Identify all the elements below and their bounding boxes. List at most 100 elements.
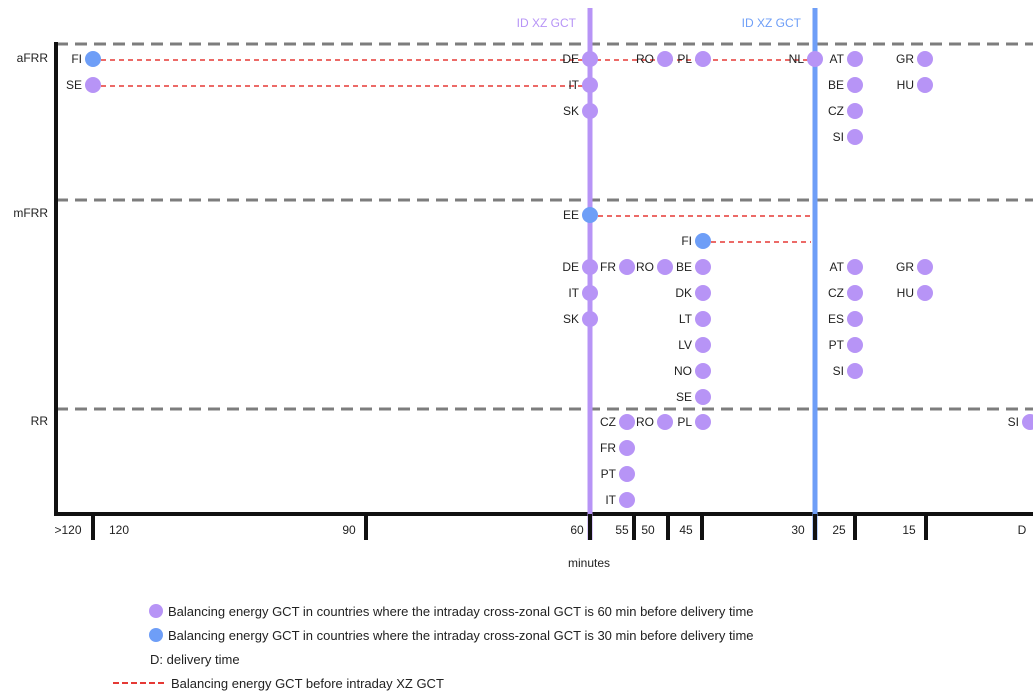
point-mfrr-be-label: BE (676, 260, 692, 274)
point-mfrr-es-label: ES (828, 312, 844, 326)
country-points: FI SE DE IT SK RO PL NL AT BE CZ SI GR HU EE FI DE IT SK FR… (66, 51, 1033, 508)
legend-label-gct30: Balancing energy GCT in countries where … (168, 627, 754, 643)
point-rr-ro-label: RO (636, 415, 654, 429)
point-rr-pl-label: PL (677, 415, 692, 429)
point-mfrr-es-dot (847, 311, 863, 327)
gct-chart: ID XZ GCT ID XZ GCT FI SE DE IT SK RO PL NL AT BE C… (13, 8, 1033, 570)
point-rr-it-label: IT (605, 493, 616, 507)
point-mfrr-cz-label: CZ (828, 286, 844, 300)
legend-label-delivery: D: delivery time (150, 651, 240, 667)
point-mfrr-de-dot (582, 259, 598, 275)
x-tick-label-60: 60 (570, 523, 584, 537)
point-afrr-be-dot (847, 77, 863, 93)
legend-label-gct60: Balancing energy GCT in countries where … (168, 603, 754, 619)
red-dashed-line-icon (113, 682, 164, 684)
point-afrr-de-label: DE (562, 52, 579, 66)
x-tick-label-30: 30 (791, 523, 805, 537)
point-afrr-gr-dot (917, 51, 933, 67)
point-afrr-pl-dot (695, 51, 711, 67)
point-mfrr-lt-label: LT (679, 312, 693, 326)
point-mfrr-lt-dot (695, 311, 711, 327)
point-mfrr-si-dot (847, 363, 863, 379)
point-mfrr-no-dot (695, 363, 711, 379)
point-afrr-si-dot (847, 129, 863, 145)
point-afrr-at-label: AT (830, 52, 845, 66)
x-tick-label-120: >120 (54, 523, 81, 537)
x-tick-label-120: 120 (109, 523, 129, 537)
point-mfrr-fr-label: FR (600, 260, 616, 274)
point-afrr-hu-dot (917, 77, 933, 93)
point-mfrr-gr-label: GR (896, 260, 914, 274)
point-mfrr-lv-dot (695, 337, 711, 353)
point-mfrr-ro-dot (657, 259, 673, 275)
point-rr-cz-label: CZ (600, 415, 616, 429)
point-mfrr-de-label: DE (562, 260, 579, 274)
point-rr-pt-dot (619, 466, 635, 482)
product-labels: aFRR mFRR RR (13, 51, 48, 428)
gct-label-30: ID XZ GCT (742, 16, 802, 30)
point-mfrr-at-dot (847, 259, 863, 275)
product-label-mfrr: mFRR (13, 206, 48, 220)
legend-label-before: Balancing energy GCT before intraday XZ … (171, 675, 444, 691)
point-afrr-hu-label: HU (897, 78, 914, 92)
legend-item-before: Balancing energy GCT before intraday XZ … (113, 671, 754, 695)
legend-item-gct30: Balancing energy GCT in countries where … (113, 623, 754, 647)
point-mfrr-at-label: AT (830, 260, 845, 274)
point-mfrr-lv-label: LV (678, 338, 692, 352)
x-tick-label-15: 15 (902, 523, 916, 537)
point-rr-ro-dot (657, 414, 673, 430)
x-tick-label-90: 90 (342, 523, 356, 537)
point-afrr-pl-label: PL (677, 52, 692, 66)
point-mfrr-be-dot (695, 259, 711, 275)
point-afrr-be-label: BE (828, 78, 844, 92)
point-rr-pl-dot (695, 414, 711, 430)
point-afrr-at-dot (847, 51, 863, 67)
point-afrr-sk-dot (582, 103, 598, 119)
x-tick-label-25: 25 (832, 523, 846, 537)
point-afrr-cz-dot (847, 103, 863, 119)
axes (54, 42, 1033, 516)
x-tick-label-55: 55 (615, 523, 629, 537)
legend-item-gct60: Balancing energy GCT in countries where … (113, 599, 754, 623)
point-mfrr-ro-label: RO (636, 260, 654, 274)
point-mfrr-fr-dot (619, 259, 635, 275)
point-afrr-gr-label: GR (896, 52, 914, 66)
product-label-afrr: aFRR (17, 51, 49, 65)
point-mfrr-no-label: NO (674, 364, 692, 378)
point-afrr-ro-dot (657, 51, 673, 67)
x-tick-label-45: 45 (679, 523, 693, 537)
point-rr-fr-label: FR (600, 441, 616, 455)
product-label-rr: RR (31, 414, 49, 428)
point-afrr-it-label: IT (568, 78, 579, 92)
point-mfrr-hu-label: HU (897, 286, 914, 300)
point-mfrr-cz-dot (847, 285, 863, 301)
point-rr-pt-label: PT (601, 467, 617, 481)
point-mfrr-hu-dot (917, 285, 933, 301)
point-afrr-de-dot (582, 51, 598, 67)
point-mfrr-sk-label: SK (563, 312, 579, 326)
point-afrr-se-dot (85, 77, 101, 93)
point-mfrr-pt-label: PT (829, 338, 845, 352)
point-rr-si-label: SI (1008, 415, 1019, 429)
x-tick-label-50: 50 (641, 523, 655, 537)
point-mfrr-fi-label: FI (681, 234, 692, 248)
point-afrr-si-label: SI (833, 130, 844, 144)
point-mfrr-se-dot (695, 389, 711, 405)
x-ticks: >120 120 90 60 55 50 45 30 25 15 D (54, 514, 1027, 540)
before-gct-links (101, 59, 811, 243)
point-rr-si-dot (1022, 414, 1033, 430)
point-rr-it-dot (619, 492, 635, 508)
point-afrr-cz-label: CZ (828, 104, 844, 118)
legend-item-delivery: D: delivery time (113, 647, 754, 671)
point-afrr-nl-label: NL (789, 52, 805, 66)
point-afrr-se-label: SE (66, 78, 82, 92)
x-axis-label: minutes (568, 556, 610, 570)
point-mfrr-it-dot (582, 285, 598, 301)
point-mfrr-dk-dot (695, 285, 711, 301)
point-mfrr-pt-dot (847, 337, 863, 353)
point-mfrr-ee-dot (582, 207, 598, 223)
point-afrr-fi-dot (85, 51, 101, 67)
point-rr-cz-dot (619, 414, 635, 430)
point-rr-fr-dot (619, 440, 635, 456)
point-mfrr-fi-dot (695, 233, 711, 249)
